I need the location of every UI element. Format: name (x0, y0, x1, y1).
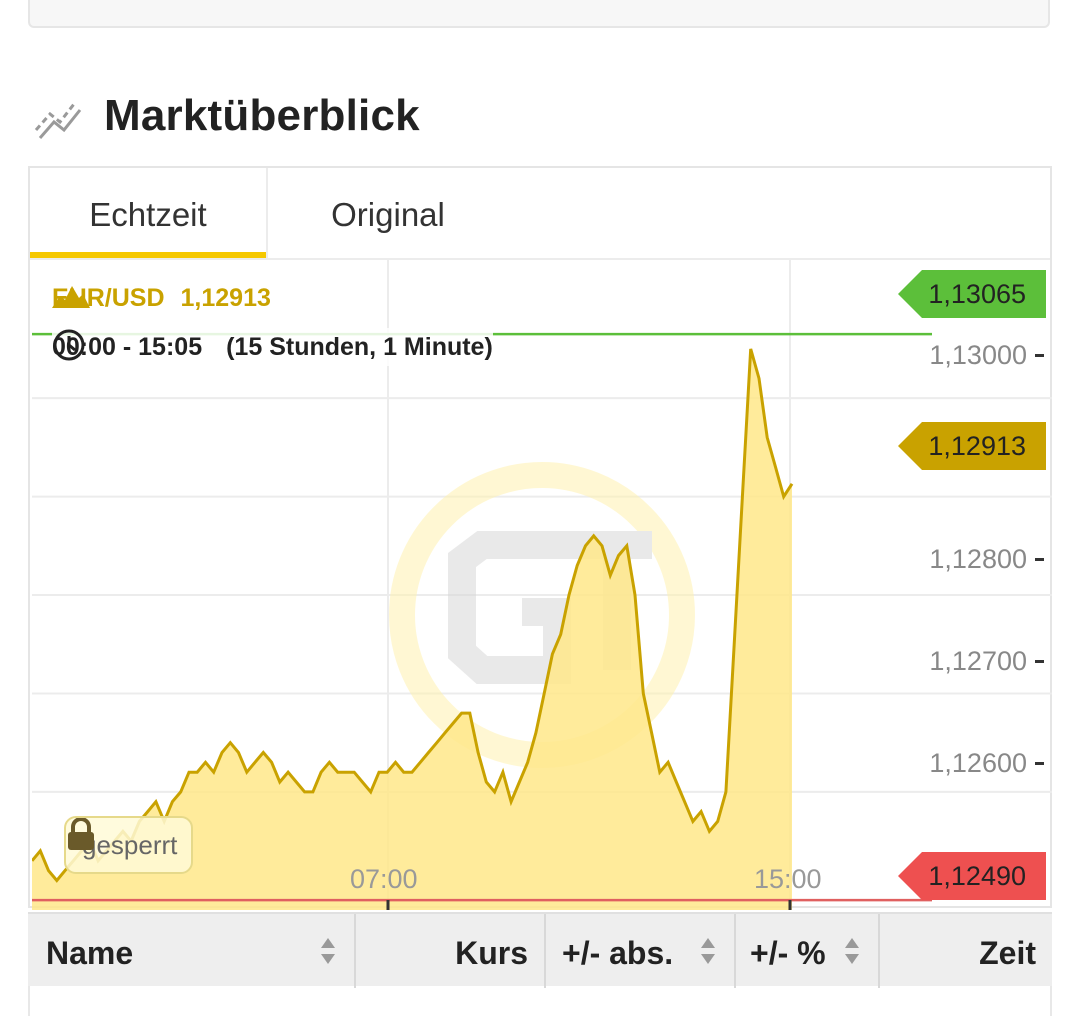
y-tick-1: 1,13000 (929, 340, 1044, 371)
sort-icon[interactable] (844, 936, 860, 966)
locked-label: gesperrt (82, 829, 178, 860)
table-row[interactable] (28, 986, 1052, 1016)
section-title: Marktüberblick (104, 91, 420, 140)
column-header-percent[interactable]: +/- % (750, 914, 826, 988)
y-tick-2: 1,12800 (929, 544, 1044, 575)
column-divider (734, 914, 736, 988)
mountain-chart-icon (52, 286, 90, 308)
column-header-name[interactable]: Name (46, 914, 133, 988)
tab-bar: Echtzeit Original (30, 168, 1050, 260)
chart-trend-icon (34, 103, 82, 139)
lock-icon (68, 818, 94, 850)
low-price-tag: 1,12490 (898, 852, 1046, 900)
tab-echtzeit[interactable]: Echtzeit (30, 168, 266, 258)
x-ticks (386, 900, 792, 910)
column-divider (544, 914, 546, 988)
current-price-value: 1,12913 (922, 422, 1046, 470)
column-divider (878, 914, 880, 988)
column-label: Kurs (455, 935, 528, 971)
column-header-kurs[interactable]: Kurs (356, 914, 528, 988)
section-header: Marktüberblick (34, 86, 420, 146)
column-label: Zeit (979, 935, 1036, 971)
column-header-abs[interactable]: +/- abs. (562, 914, 673, 988)
market-overview-panel: Echtzeit Original 07:00 15:00 1,13000 1,… (28, 166, 1052, 910)
chart-legend: EUR/USD 1,12913 (52, 280, 287, 316)
y-tick-3: 1,12700 (929, 646, 1044, 677)
y-tick-label: 1,12800 (929, 544, 1027, 574)
y-tick-label: 1,13000 (929, 340, 1027, 370)
current-price-tag: 1,12913 (898, 422, 1046, 470)
sort-icon[interactable] (700, 936, 716, 966)
x-tick-1500: 15:00 (754, 864, 822, 894)
previous-card (28, 0, 1050, 28)
tab-divider (266, 168, 268, 258)
table-header: Name Kurs +/- abs. +/- % Zeit (28, 912, 1052, 988)
column-divider (354, 914, 356, 988)
high-price-tag: 1,13065 (898, 270, 1046, 318)
column-header-zeit[interactable]: Zeit (880, 914, 1036, 988)
tab-original-label: Original (331, 196, 445, 233)
y-tick-label: 1,12600 (929, 748, 1027, 778)
y-tick-4: 1,12600 (929, 748, 1044, 779)
price-area (32, 348, 792, 910)
low-price-value: 1,12490 (922, 852, 1046, 900)
clock-icon (53, 329, 85, 361)
sort-icon[interactable] (320, 936, 336, 966)
tab-echtzeit-label: Echtzeit (89, 196, 207, 233)
column-label: +/- % (750, 935, 826, 971)
time-range: 00:00 - 15:05 (15 Stunden, 1 Minute) (52, 328, 493, 366)
instrument-value: 1,12913 (180, 283, 271, 312)
y-tick-label: 1,12700 (929, 646, 1027, 676)
tab-original[interactable]: Original (268, 168, 508, 258)
price-line (32, 348, 794, 883)
x-tick-0700: 07:00 (350, 864, 418, 894)
locked-badge[interactable]: gesperrt (64, 816, 194, 874)
time-range-duration: (15 Stunden, 1 Minute) (226, 332, 493, 361)
high-price-value: 1,13065 (922, 270, 1046, 318)
column-label: +/- abs. (562, 935, 674, 971)
column-label: Name (46, 935, 134, 971)
price-chart[interactable]: 07:00 15:00 1,13000 1,12800 1,12700 1,12… (32, 260, 1052, 910)
